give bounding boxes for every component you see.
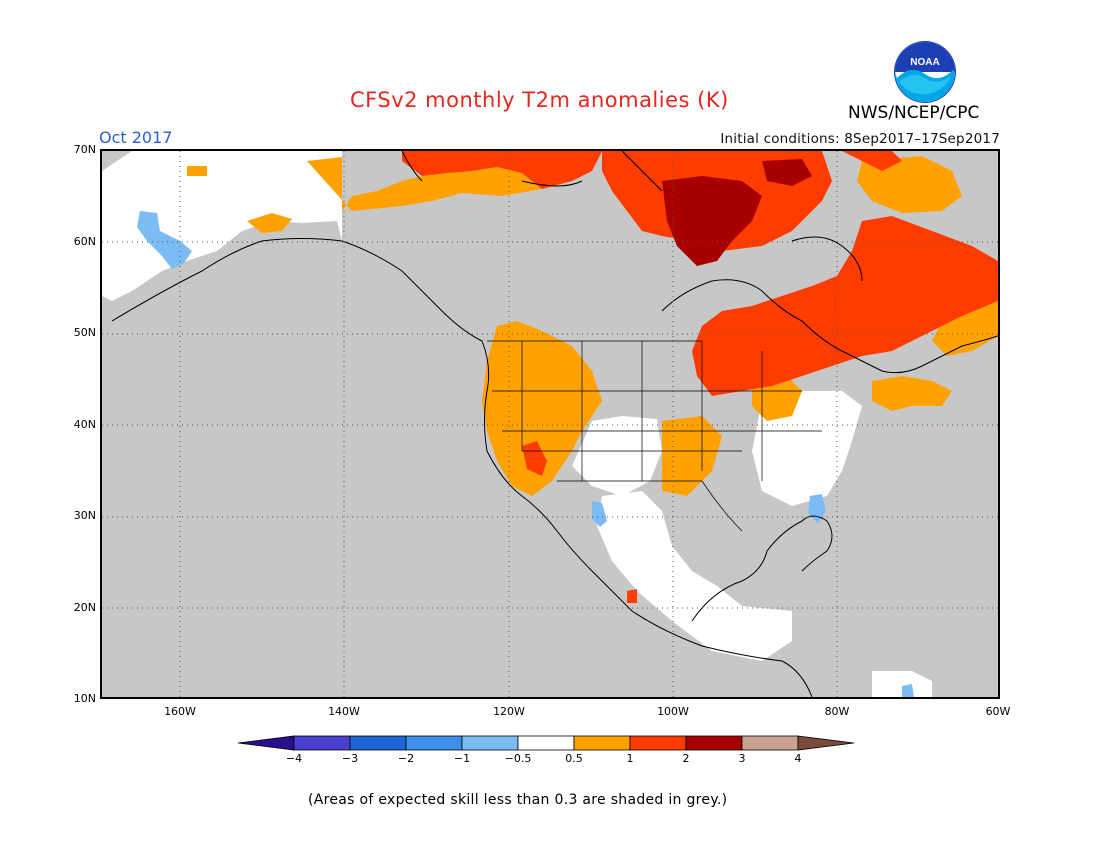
colorbar-swatch	[685, 735, 743, 751]
latlon-grid	[102, 151, 998, 697]
lat-label: 70N	[73, 143, 96, 156]
colorbar-swatch	[461, 735, 519, 751]
colorbar-arrow-low	[237, 735, 295, 751]
lat-label: 20N	[73, 601, 96, 614]
lon-label: 60W	[985, 705, 1011, 718]
colorbar-swatch	[405, 735, 463, 751]
colorbar-tick-label: −1	[453, 752, 471, 765]
lat-label: 60N	[73, 235, 96, 248]
colorbar-swatch	[293, 735, 351, 751]
skill-footnote: (Areas of expected skill less than 0.3 a…	[308, 792, 728, 808]
colorbar-tick-label: −2	[397, 752, 415, 765]
valid-month: Oct 2017	[99, 128, 173, 147]
colorbar-tick-label: −3	[341, 752, 359, 765]
lon-label: 120W	[493, 705, 525, 718]
colorbar-tick-label: −4	[285, 752, 303, 765]
lon-label: 160W	[164, 705, 196, 718]
colorbar-arrow-high	[797, 735, 855, 751]
colorbar-tick-label: 3	[738, 752, 746, 765]
colorbar-tick-label: 1	[626, 752, 634, 765]
initial-conditions: Initial conditions: 8Sep2017–17Sep2017	[720, 131, 1000, 147]
lat-label: 40N	[73, 418, 96, 431]
colorbar-svg	[237, 735, 855, 751]
warm-anomaly-2-areas	[662, 159, 812, 266]
colorbar-tick-label: 4	[794, 752, 802, 765]
near-normal-areas	[102, 151, 932, 697]
colorbar	[237, 734, 862, 756]
lat-label: 30N	[73, 509, 96, 522]
lat-label: 50N	[73, 326, 96, 339]
lon-label: 100W	[657, 705, 689, 718]
political-borders	[487, 340, 822, 532]
colorbar-swatch	[629, 735, 687, 751]
map-canvas	[102, 151, 998, 697]
colorbar-tick-label: −0.5	[504, 752, 532, 765]
agency-label: NWS/NCEP/CPC	[848, 103, 980, 123]
colorbar-swatch	[741, 735, 799, 751]
lat-label: 10N	[73, 692, 96, 705]
colorbar-swatch	[573, 735, 631, 751]
colorbar-tick-label: 2	[682, 752, 690, 765]
colorbar-tick-label: 0.5	[565, 752, 583, 765]
colorbar-swatch	[517, 735, 575, 751]
cool-anomaly-areas	[137, 211, 914, 697]
lon-label: 80W	[824, 705, 850, 718]
noaa-logo: NOAA	[893, 40, 957, 104]
lon-label: 140W	[328, 705, 360, 718]
svg-text:NOAA: NOAA	[910, 57, 939, 68]
chart-title: CFSv2 monthly T2m anomalies (K)	[350, 88, 729, 112]
anomaly-map	[100, 149, 1000, 699]
coastlines	[111, 151, 998, 697]
colorbar-swatch	[349, 735, 407, 751]
